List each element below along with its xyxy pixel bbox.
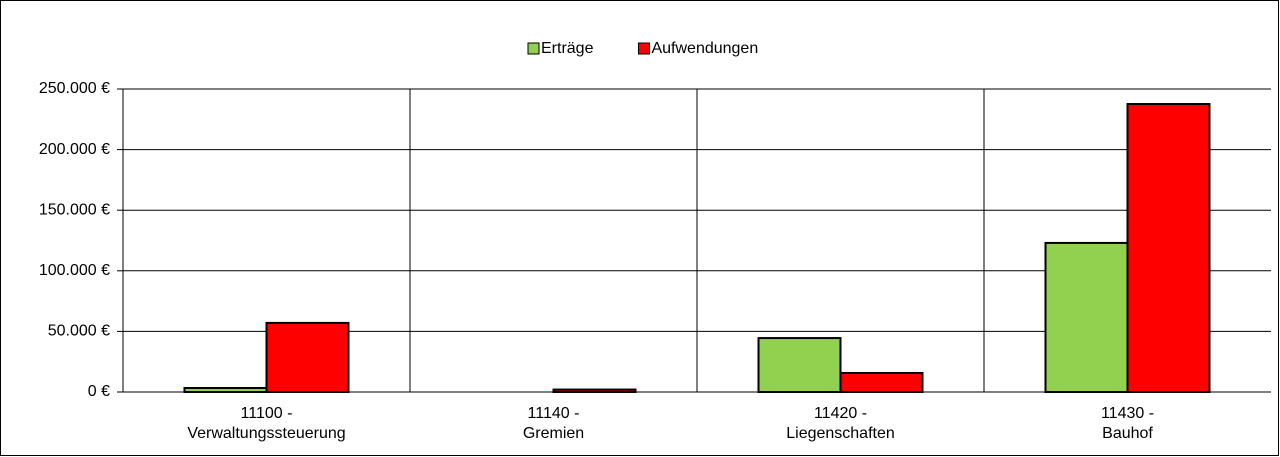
x-tick-label: Bauhof — [1102, 425, 1153, 442]
x-tick-label: Verwaltungssteuerung — [187, 425, 345, 442]
x-tick-label: Liegenschaften — [786, 425, 895, 442]
bar — [265, 321, 350, 393]
bar — [1044, 241, 1129, 393]
bar — [1126, 103, 1211, 393]
bar — [757, 337, 842, 394]
legend-label: Aufwendungen — [651, 40, 758, 57]
y-tick-label: 0 € — [88, 383, 110, 400]
x-tick-label: 11430 - — [1101, 405, 1154, 422]
x-tick-label: 11420 - — [814, 405, 867, 422]
x-tick-label: Gremien — [523, 425, 584, 442]
bar — [183, 387, 268, 393]
y-tick-label: 50.000 € — [48, 323, 110, 340]
y-tick-label: 250.000 € — [39, 80, 110, 97]
legend-swatch — [527, 42, 540, 55]
x-tick-label: 11100 - — [241, 405, 293, 422]
legend-label: Erträge — [541, 40, 594, 57]
y-tick-label: 100.000 € — [39, 262, 110, 279]
bar — [839, 371, 924, 393]
y-tick-label: 150.000 € — [39, 201, 110, 218]
legend-swatch — [637, 42, 650, 55]
x-tick-label: 11140 - — [528, 405, 580, 422]
y-tick-label: 200.000 € — [39, 141, 110, 158]
bar — [552, 388, 637, 393]
